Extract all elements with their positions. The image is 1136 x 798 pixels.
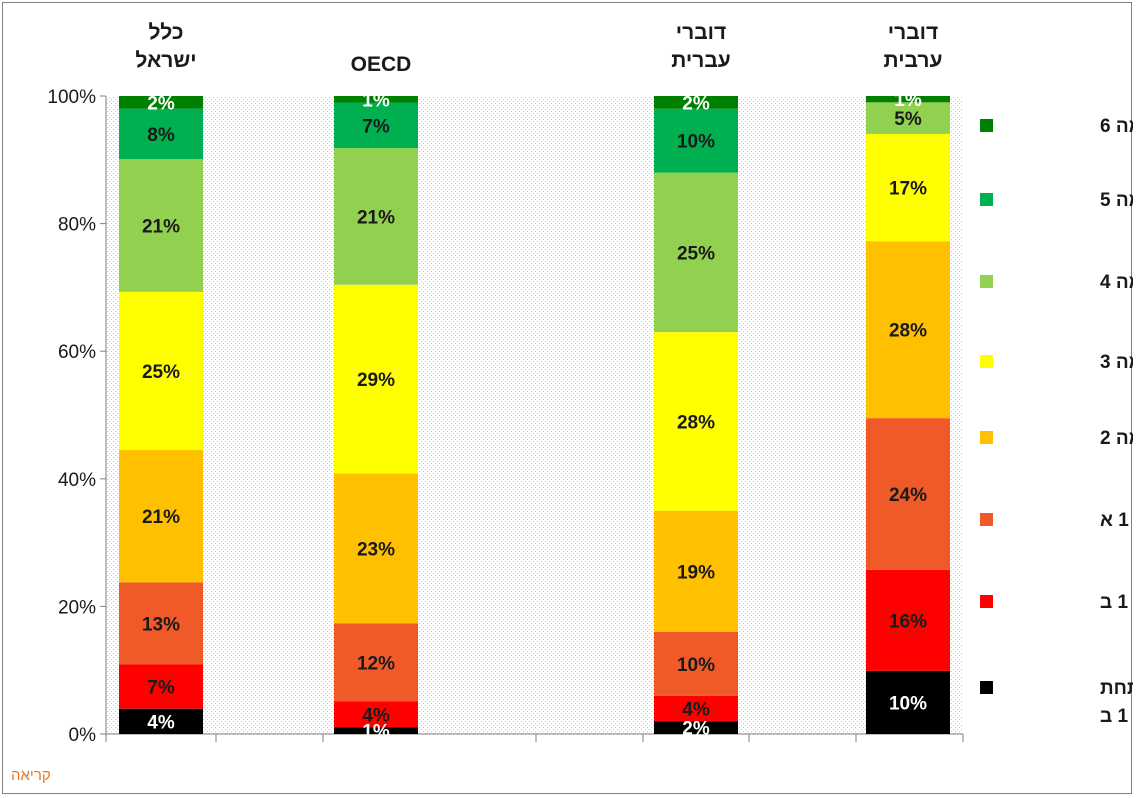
data-label: 25%: [677, 243, 715, 264]
data-label: 17%: [889, 179, 927, 200]
data-label: 2%: [682, 719, 710, 740]
data-label: 21%: [357, 207, 395, 228]
bar-segment: [334, 284, 418, 474]
bar-segment: [334, 473, 418, 624]
bar-segment: [119, 708, 203, 734]
stacked-bar-chart: 0% 20% 40% 60% 80% 100% 4% 7% 13% 21% 25% 21% 8% 2% 1…: [47, 21, 1133, 746]
bar-segment: [334, 623, 418, 702]
bar-segment: [654, 332, 738, 511]
bar-segment: [654, 695, 738, 722]
bar-segment: [866, 102, 950, 134]
legend-label: מתחת: [1100, 678, 1133, 699]
bar-segment: [654, 510, 738, 632]
legend-label: רמה 6: [1100, 116, 1133, 137]
data-label: 1%: [362, 90, 390, 111]
legend-swatch: [980, 355, 993, 368]
bar-segment: [866, 241, 950, 419]
bar-segment: [119, 96, 203, 109]
footer-label: קריאה: [11, 767, 51, 784]
bar-segment: [119, 449, 203, 583]
data-label: 13%: [142, 614, 180, 635]
bar-segment: [334, 102, 418, 149]
category-label: ערבית: [884, 49, 943, 72]
data-label: 21%: [142, 216, 180, 237]
data-label: 28%: [677, 412, 715, 433]
bar-segment: [334, 148, 418, 285]
y-tick-label: 40%: [58, 470, 96, 491]
data-label: 10%: [677, 655, 715, 676]
data-label: 2%: [682, 93, 710, 114]
data-label: 24%: [889, 485, 927, 506]
bar-segment: [334, 96, 418, 103]
data-label: 5%: [894, 109, 922, 130]
bar-segment: [119, 582, 203, 665]
bar-segment: [119, 159, 203, 292]
bar-segment: [654, 96, 738, 109]
legend-swatch: [980, 275, 993, 288]
legend-label: רמה 2: [1100, 428, 1133, 449]
data-label: 21%: [142, 507, 180, 528]
data-label: 10%: [889, 693, 927, 714]
legend-swatch: [980, 595, 993, 608]
legend-label: רמה 3: [1100, 352, 1133, 373]
bar-segment: [334, 701, 418, 728]
legend-label: לרמה 1 ב: [1100, 706, 1133, 727]
data-label: 4%: [147, 712, 175, 733]
y-tick-label: 100%: [47, 87, 96, 108]
legend-swatch: [980, 681, 993, 694]
data-label: 1%: [362, 722, 390, 743]
y-tick-label: 0%: [69, 725, 97, 746]
bar-segment: [866, 133, 950, 242]
legend-swatch: [980, 193, 993, 206]
bar-segment: [654, 631, 738, 696]
legend-swatch: [980, 119, 993, 132]
data-label: 1%: [894, 90, 922, 111]
legend-swatch: [980, 513, 993, 526]
data-label: 10%: [677, 132, 715, 153]
category-label: דוברי: [888, 21, 938, 44]
bar-segment: [119, 291, 203, 450]
category-label: כלל: [148, 21, 183, 44]
data-label: 2%: [147, 93, 175, 114]
bar-segment: [866, 670, 950, 734]
data-label: 25%: [142, 362, 180, 383]
data-label: 28%: [889, 321, 927, 342]
y-tick-label: 20%: [58, 597, 96, 618]
y-tick-label: 80%: [58, 215, 96, 236]
data-label: 4%: [362, 705, 390, 726]
category-label: ישראל: [135, 49, 196, 72]
data-label: 16%: [889, 611, 927, 632]
category-label: דוברי: [676, 21, 726, 44]
legend-label: רמה 4: [1100, 272, 1133, 293]
data-label: 29%: [357, 370, 395, 391]
bar-segment: [119, 108, 203, 160]
bar-segment: [119, 664, 203, 709]
bar-segment: [654, 172, 738, 333]
data-label: 19%: [677, 562, 715, 583]
bar-segment: [654, 108, 738, 173]
category-label: עברית: [671, 49, 731, 72]
bar-segment: [866, 418, 950, 570]
y-tick-label: 60%: [58, 342, 96, 363]
legend-swatch: [980, 431, 993, 444]
bar-segment: [654, 721, 738, 734]
data-label: 8%: [147, 125, 175, 146]
bar-segment: [866, 96, 950, 103]
category-label: OECD: [351, 53, 412, 76]
data-label: 7%: [147, 678, 175, 699]
plot-area: [106, 96, 963, 734]
legend-label: רמה 5: [1100, 190, 1133, 211]
legend-label: רמה 1 א: [1100, 510, 1133, 531]
data-label: 12%: [357, 653, 395, 674]
legend-label: רמה 1 ב: [1100, 592, 1133, 613]
bar-segment: [334, 727, 418, 734]
data-label: 7%: [362, 116, 390, 137]
data-label: 4%: [682, 699, 710, 720]
data-label: 23%: [357, 539, 395, 560]
bar-segment: [866, 569, 950, 671]
